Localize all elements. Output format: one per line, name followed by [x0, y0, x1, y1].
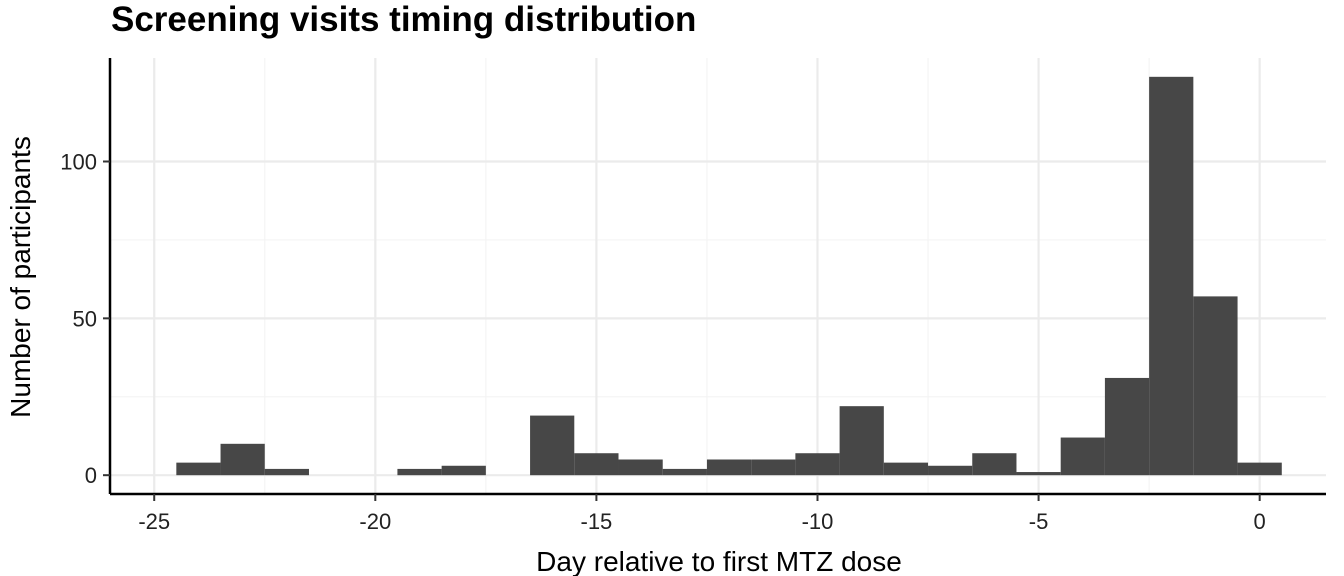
- histogram-bar: [928, 465, 973, 476]
- histogram-bar: [176, 462, 221, 476]
- y-axis-ticks: 0 50 100: [60, 150, 110, 488]
- histogram-bar: [574, 453, 619, 476]
- y-axis-title: Number of participants: [5, 136, 36, 418]
- y-tick-label: 100: [60, 150, 97, 175]
- grid-lines: [110, 58, 1326, 494]
- histogram-bar: [441, 465, 486, 476]
- x-tick-label: -5: [1029, 509, 1049, 534]
- chart-title: Screening visits timing distribution: [111, 0, 697, 39]
- histogram-bar: [795, 453, 840, 476]
- histogram-bar: [883, 462, 929, 476]
- histogram-bar: [397, 468, 442, 476]
- y-tick-label: 0: [85, 463, 97, 488]
- x-tick-label: 0: [1254, 509, 1266, 534]
- histogram-bar: [220, 443, 265, 476]
- histogram-bar: [1060, 437, 1105, 476]
- histogram-bar: [751, 459, 796, 476]
- x-tick-label: -10: [802, 509, 834, 534]
- histogram-bar: [1193, 296, 1238, 476]
- histogram-bar: [530, 415, 575, 476]
- histogram-bar: [1016, 472, 1061, 476]
- histogram-bar: [1104, 377, 1150, 476]
- histogram-bar: [662, 468, 707, 476]
- histogram-bar: [618, 459, 663, 476]
- x-tick-label: -25: [138, 509, 170, 534]
- histogram-bar: [1237, 462, 1282, 476]
- x-axis-ticks: -25 -20 -15 -10 -5 0: [138, 494, 1266, 534]
- x-tick-label: -15: [581, 509, 613, 534]
- x-axis-title: Day relative to first MTZ dose: [536, 546, 902, 576]
- histogram-bar: [264, 468, 309, 476]
- y-tick-label: 50: [73, 306, 97, 331]
- x-tick-label: -20: [359, 509, 391, 534]
- histogram-bar: [839, 406, 884, 476]
- histogram-bar: [706, 459, 752, 476]
- histogram-bars: [176, 76, 1282, 476]
- histogram-bar: [1149, 76, 1194, 476]
- histogram-bar: [972, 453, 1017, 476]
